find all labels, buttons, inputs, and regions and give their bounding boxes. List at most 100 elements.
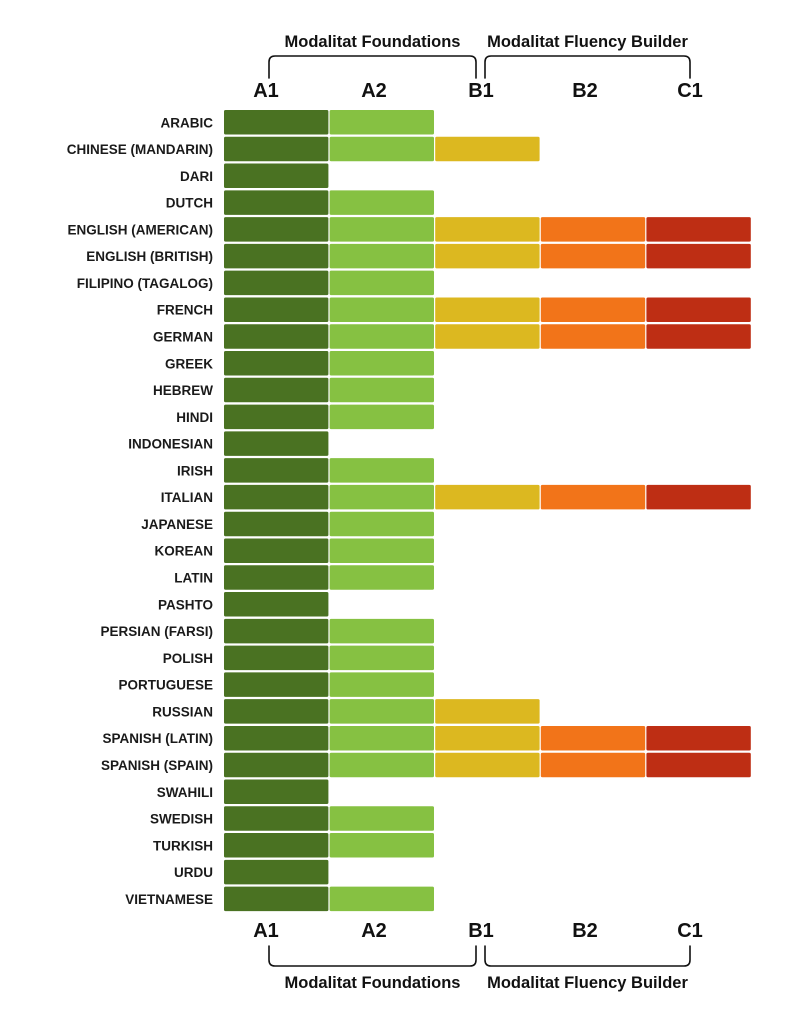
language-row-urdu: URDU (174, 859, 329, 885)
bar-segment-a2 (329, 324, 434, 349)
language-label: HEBREW (153, 383, 213, 398)
language-row-dutch: DUTCH (166, 190, 434, 215)
bar-segment-a2 (329, 377, 434, 403)
bottom-program-bracket-modalitat-fluency-builder (484, 945, 691, 967)
language-label: VIETNAMESE (125, 892, 213, 907)
language-label: ENGLISH (AMERICAN) (68, 222, 214, 237)
language-row-arabic: ARABIC (161, 110, 434, 135)
language-row-portuguese: PORTUGUESE (118, 672, 434, 697)
bar-segment-a1 (224, 270, 329, 296)
bar-segment-a1 (224, 725, 329, 751)
language-row-german: GERMAN (153, 324, 751, 349)
language-label: PORTUGUESE (118, 678, 213, 693)
language-row-hindi: HINDI (176, 404, 434, 430)
language-row-italian: ITALIAN (161, 484, 751, 510)
bar-segment-a2 (329, 806, 434, 831)
bar-segment-a1 (224, 110, 329, 135)
bar-segment-a2 (329, 297, 434, 322)
bar-segment-a1 (224, 163, 329, 189)
language-label: FILIPINO (TAGALOG) (77, 276, 213, 291)
bar-segment-a2 (329, 565, 434, 590)
language-row-indonesian: INDONESIAN (128, 431, 329, 456)
top-level-c1: C1 (677, 80, 703, 102)
language-row-dari: DARI (180, 163, 329, 189)
language-row-pashto: PASHTO (158, 592, 329, 617)
bar-segment-a2 (329, 404, 434, 430)
bar-segment-a1 (224, 351, 329, 376)
language-label: POLISH (163, 651, 213, 666)
language-label: IRISH (177, 463, 213, 478)
bar-segment-b1 (435, 699, 540, 724)
bar-segment-a1 (224, 217, 329, 242)
language-row-irish: IRISH (177, 458, 434, 483)
bar-segment-a2 (329, 458, 434, 483)
bar-segment-b2 (540, 297, 646, 322)
bar-segment-a1 (224, 324, 329, 349)
bar-segment-c1 (646, 243, 751, 269)
bar-segment-a2 (329, 752, 434, 778)
language-label: SPANISH (LATIN) (103, 731, 214, 746)
language-label: JAPANESE (141, 517, 213, 532)
bar-segment-c1 (646, 484, 751, 510)
bar-segment-b1 (435, 484, 540, 510)
bar-segment-a1 (224, 458, 329, 483)
bar-segment-a1 (224, 484, 329, 510)
bar-segment-a2 (329, 833, 434, 858)
bar-segment-c1 (646, 725, 751, 751)
language-label: SWEDISH (150, 812, 213, 827)
bar-segment-c1 (646, 297, 751, 322)
bottom-level-b2: B2 (572, 920, 598, 942)
bar-segment-b2 (540, 725, 646, 751)
bar-segment-b1 (435, 136, 540, 162)
language-row-greek: GREEK (165, 351, 434, 376)
language-label: RUSSIAN (152, 704, 213, 719)
top-program-label-modalitat-foundations: Modalitat Foundations (285, 33, 461, 51)
bar-segment-a2 (329, 645, 434, 671)
bar-segment-a2 (329, 886, 434, 912)
bottom-program-label-modalitat-fluency-builder: Modalitat Fluency Builder (487, 974, 688, 992)
bar-segment-a1 (224, 511, 329, 537)
language-row-latin: LATIN (174, 565, 434, 590)
bar-segment-a1 (224, 833, 329, 858)
language-label: TURKISH (153, 838, 213, 853)
language-row-turkish: TURKISH (153, 833, 434, 858)
bottom-level-header: A1 A2 B1 B2 C1 Modalitat Foundations Modalitat… (253, 920, 703, 992)
language-label: INDONESIAN (128, 437, 213, 452)
top-program-label-modalitat-fluency-builder: Modalitat Fluency Builder (487, 33, 688, 51)
bar-segment-a2 (329, 511, 434, 537)
bottom-level-a1: A1 (253, 920, 279, 942)
language-row-vietnamese: VIETNAMESE (125, 886, 434, 912)
top-level-b2: B2 (572, 80, 598, 102)
language-label: GERMAN (153, 329, 213, 344)
bottom-level-a2: A2 (361, 920, 387, 942)
bar-segment-a1 (224, 806, 329, 831)
language-label: FRENCH (157, 303, 213, 318)
language-row-filipino-tagalog: FILIPINO (TAGALOG) (77, 270, 434, 296)
language-row-swedish: SWEDISH (150, 806, 434, 831)
bar-segment-a1 (224, 672, 329, 697)
bottom-program-bracket-modalitat-foundations (268, 945, 477, 967)
bar-segment-a1 (224, 592, 329, 617)
language-row-persian-farsi: PERSIAN (FARSI) (100, 618, 434, 644)
bar-segment-b1 (435, 324, 540, 349)
bar-segment-a1 (224, 136, 329, 162)
language-label: CHINESE (MANDARIN) (67, 142, 213, 157)
language-row-polish: POLISH (163, 645, 434, 671)
language-row-swahili: SWAHILI (157, 779, 329, 804)
bar-segment-c1 (646, 752, 751, 778)
bar-segment-a1 (224, 752, 329, 778)
bar-segment-b1 (435, 243, 540, 269)
bar-segment-a2 (329, 136, 434, 162)
bar-segment-a1 (224, 645, 329, 671)
bar-segment-a2 (329, 725, 434, 751)
language-label: SPANISH (SPAIN) (101, 758, 213, 773)
language-row-japanese: JAPANESE (141, 511, 434, 537)
bar-segment-a2 (329, 538, 434, 563)
language-label: DARI (180, 169, 213, 184)
bar-segment-b2 (540, 243, 646, 269)
bar-segment-a2 (329, 270, 434, 296)
language-label: PASHTO (158, 597, 213, 612)
bar-segment-b1 (435, 752, 540, 778)
language-row-hebrew: HEBREW (153, 377, 434, 403)
language-label: PERSIAN (FARSI) (100, 624, 213, 639)
